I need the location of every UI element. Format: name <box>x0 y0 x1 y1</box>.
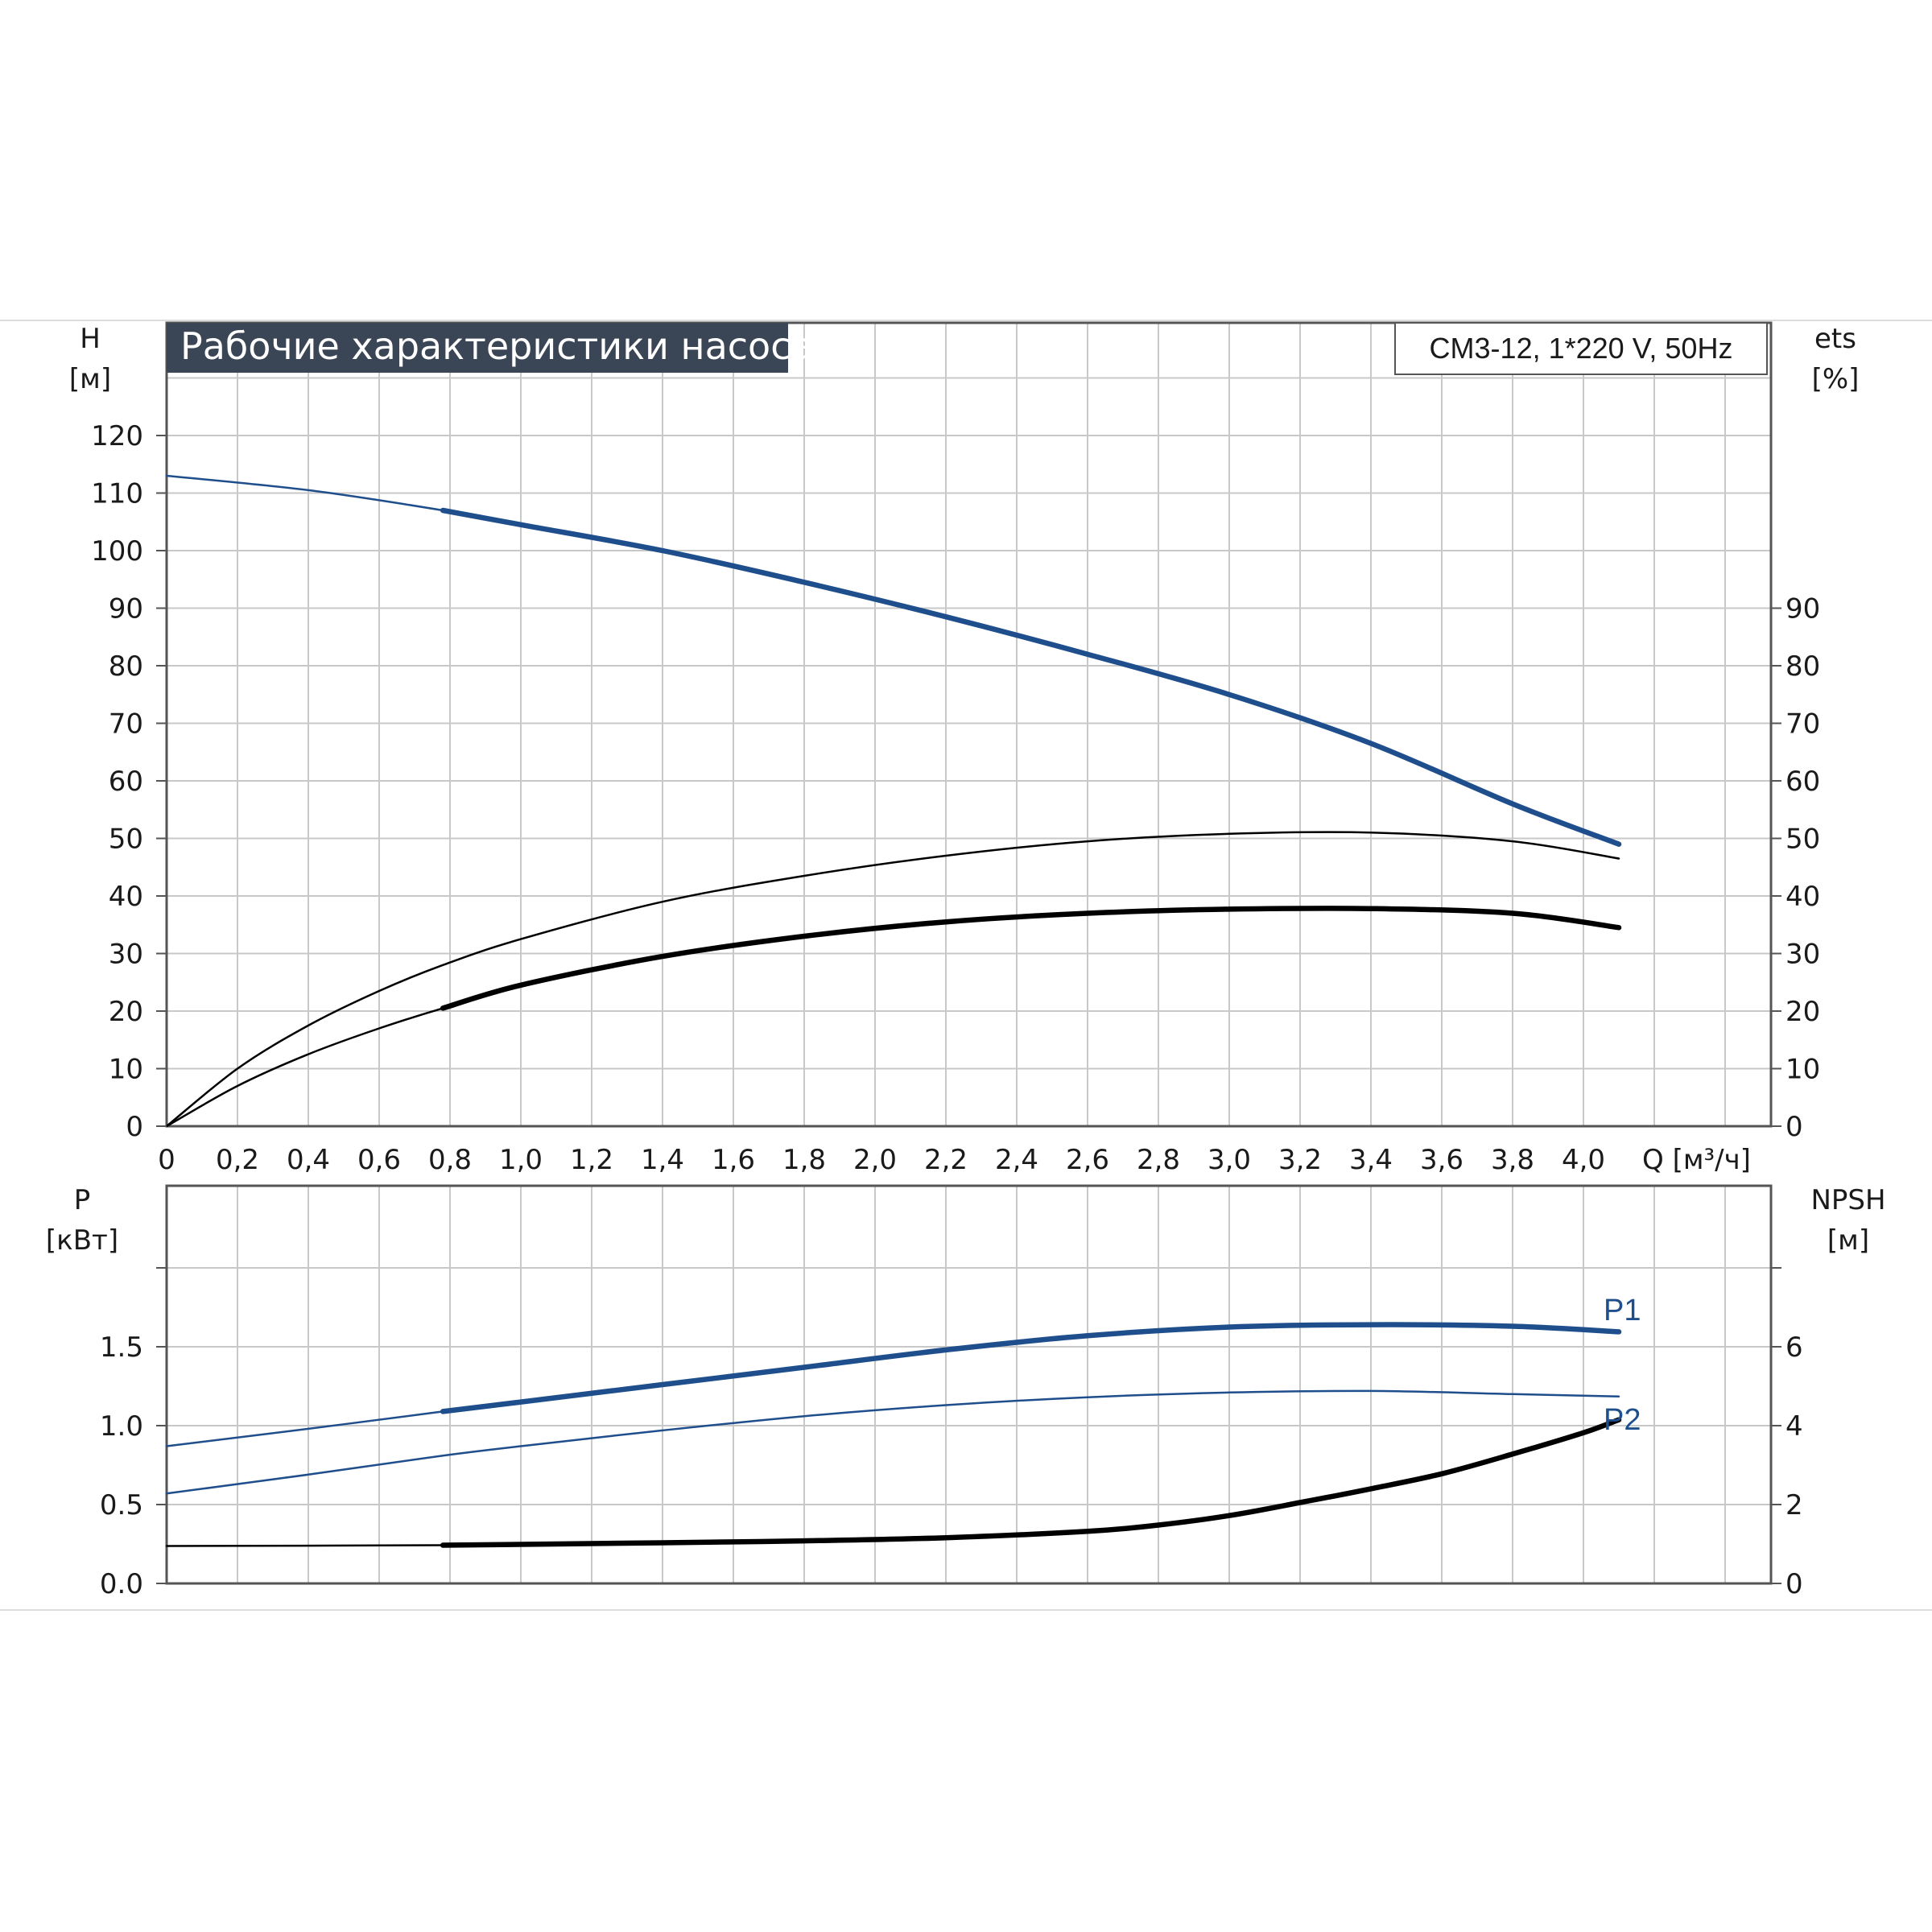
flow-tick-label: 0,8 <box>428 1144 472 1176</box>
curve-line-top-2 <box>165 907 1620 1128</box>
efficiency-tick-label: 0 <box>1785 1111 1803 1143</box>
flow-tick-label: 3,6 <box>1420 1144 1463 1176</box>
flow-tick-label: 1,8 <box>782 1144 826 1176</box>
efficiency-axis-unit: [%] <box>1812 363 1860 395</box>
head-tick-label: 120 <box>91 420 143 452</box>
power-axis-unit: [кВт] <box>46 1224 118 1257</box>
flow-tick-label: 2,4 <box>995 1144 1038 1176</box>
npsh-tick-label: 6 <box>1785 1331 1803 1364</box>
power-tick-label: 0.0 <box>100 1568 143 1600</box>
head-tick-label: 110 <box>91 478 143 510</box>
curve-line-bottom-0 <box>165 1323 1620 1447</box>
flow-axis-label: Q [м³/ч] <box>1642 1144 1751 1176</box>
flow-tick-label: 1,4 <box>641 1144 684 1176</box>
curve-line-top-0 <box>165 474 1620 845</box>
flow-tick-label: 2,8 <box>1137 1144 1180 1176</box>
tick-labels: 0102030405060708090100110120010203040506… <box>91 420 1820 1600</box>
flow-tick-label: 3,2 <box>1278 1144 1322 1176</box>
curve-thick-line-bottom-0 <box>440 1322 1622 1414</box>
title-box <box>167 323 788 373</box>
flow-tick-label: 2,6 <box>1066 1144 1109 1176</box>
head-tick-label: 40 <box>109 881 143 913</box>
top-plot-frame <box>165 321 1773 1128</box>
head-tick-label: 60 <box>109 766 143 798</box>
head-tick-label: 70 <box>109 708 143 741</box>
curve-line-bottom-1 <box>165 1389 1620 1495</box>
efficiency-tick-label: 70 <box>1785 708 1820 741</box>
power-tick-label: 0.5 <box>100 1489 143 1521</box>
chart-title: Рабочие характеристики насоса <box>180 324 814 368</box>
head-axis-unit: [м] <box>69 363 111 395</box>
flow-tick-label: 1,2 <box>570 1144 613 1176</box>
p1-curve-label: P1 <box>1604 1294 1641 1327</box>
power-tick-label: 1.0 <box>100 1410 143 1443</box>
flow-tick-label: 3,0 <box>1208 1144 1251 1176</box>
bottom-plot-frame <box>165 1184 1773 1585</box>
head-tick-label: 0 <box>126 1111 143 1143</box>
bottom-grid <box>167 1186 1771 1583</box>
power-axis-symbol: P <box>74 1184 91 1216</box>
head-tick-label: 50 <box>109 824 143 856</box>
head-tick-label: 20 <box>109 996 143 1028</box>
efficiency-tick-label: 80 <box>1785 650 1820 683</box>
head-axis-symbol: H <box>80 323 101 355</box>
flow-tick-label: 0,4 <box>287 1144 330 1176</box>
top-grid <box>167 323 1771 1126</box>
efficiency-tick-label: 90 <box>1785 593 1820 625</box>
curve-thick-line-top-0 <box>440 507 1622 847</box>
flow-tick-label: 0 <box>158 1144 175 1176</box>
head-tick-label: 30 <box>109 939 143 971</box>
flow-tick-label: 3,8 <box>1491 1144 1534 1176</box>
curve-line-top-1 <box>165 831 1620 1128</box>
top-curves <box>165 474 1622 1128</box>
efficiency-tick-label: 50 <box>1785 824 1820 856</box>
head-tick-label: 10 <box>109 1054 143 1086</box>
model-label: CM3-12, 1*220 V, 50Hz <box>1430 332 1733 365</box>
head-tick-label: 100 <box>91 535 143 568</box>
efficiency-tick-label: 20 <box>1785 996 1820 1028</box>
efficiency-tick-label: 40 <box>1785 881 1820 913</box>
efficiency-tick-label: 10 <box>1785 1054 1820 1086</box>
head-tick-label: 80 <box>109 650 143 683</box>
npsh-tick-label: 2 <box>1785 1489 1803 1521</box>
flow-tick-label: 0,6 <box>357 1144 401 1176</box>
flow-tick-label: 1,0 <box>499 1144 543 1176</box>
flow-tick-label: 2,0 <box>853 1144 897 1176</box>
npsh-axis-symbol: NPSH <box>1810 1184 1885 1216</box>
head-tick-label: 90 <box>109 593 143 625</box>
curve-thick-line-top-2 <box>440 906 1622 1011</box>
efficiency-tick-label: 30 <box>1785 939 1820 971</box>
flow-tick-label: 2,2 <box>924 1144 968 1176</box>
npsh-axis-unit: [м] <box>1827 1224 1869 1257</box>
flow-tick-label: 1,6 <box>712 1144 755 1176</box>
flow-tick-label: 0,2 <box>216 1144 259 1176</box>
flow-tick-label: 3,4 <box>1349 1144 1393 1176</box>
power-tick-label: 1.5 <box>100 1331 143 1364</box>
flow-tick-label: 4,0 <box>1562 1144 1605 1176</box>
model-box <box>1394 322 1768 375</box>
bottom-curves <box>165 1322 1622 1548</box>
efficiency-tick-label: 60 <box>1785 766 1820 798</box>
curve-thick-line-bottom-2 <box>440 1417 1622 1548</box>
p2-curve-label: P2 <box>1604 1403 1641 1437</box>
efficiency-axis-symbol: ets <box>1814 323 1856 355</box>
npsh-tick-label: 4 <box>1785 1410 1803 1443</box>
npsh-tick-label: 0 <box>1785 1568 1803 1600</box>
